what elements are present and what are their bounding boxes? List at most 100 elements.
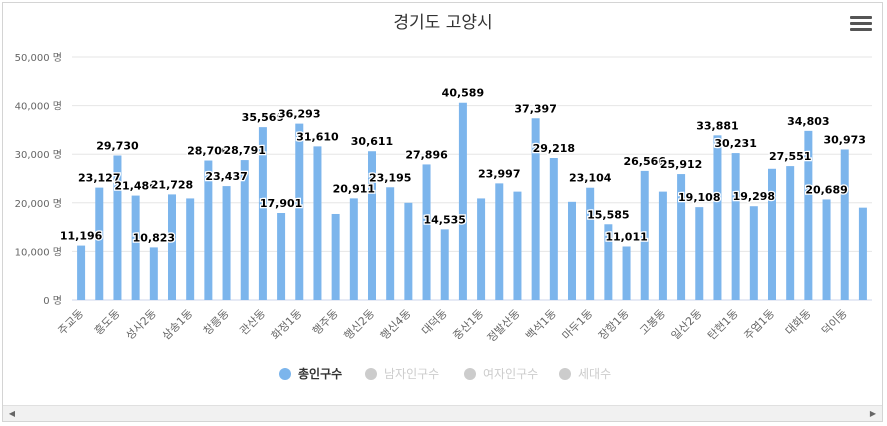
x-tick-label: 마두1동 — [560, 307, 596, 343]
bar — [622, 246, 631, 300]
x-tick-label: 화정1동 — [269, 307, 305, 343]
bar — [368, 151, 376, 300]
bar — [749, 206, 758, 300]
chart-menu-button[interactable] — [850, 16, 872, 36]
data-label: 31,610 — [296, 130, 339, 143]
bar — [858, 207, 867, 300]
bar — [404, 202, 413, 300]
bar — [331, 213, 340, 300]
x-tick-label: 주교동 — [56, 307, 87, 338]
bar — [295, 123, 304, 300]
data-label: 27,551 — [769, 150, 811, 163]
bar — [604, 224, 613, 300]
data-label: 23,104 — [569, 172, 612, 185]
data-label: 20,911 — [333, 182, 375, 195]
chart-title: 경기도 고양시 — [393, 13, 492, 33]
bar — [495, 183, 504, 300]
x-tick-label: 대화동 — [783, 307, 814, 338]
bar — [786, 166, 795, 300]
data-label: 35,569 — [242, 111, 284, 124]
bar — [677, 174, 686, 300]
data-label: 33,881 — [696, 119, 738, 132]
bar — [840, 149, 849, 300]
legend-marker-icon — [279, 368, 291, 380]
x-tick-label: 행신2동 — [342, 307, 378, 343]
bar — [386, 187, 395, 300]
bar — [549, 158, 558, 300]
y-tick-label: 0 명 — [43, 295, 62, 307]
legend-item[interactable]: 세대수 — [559, 367, 611, 381]
bar — [258, 127, 267, 300]
legend-marker-icon — [559, 368, 571, 380]
x-tick-label: 행신4동 — [378, 307, 414, 343]
y-tick-label: 20,000 명 — [15, 198, 62, 210]
bar — [240, 160, 249, 300]
x-tick-label: 장항1동 — [596, 307, 632, 343]
x-tick-label: 대덕동 — [419, 307, 450, 338]
x-tick-label: 관산동 — [237, 307, 268, 338]
data-label: 27,896 — [405, 148, 448, 161]
legend-item[interactable]: 총인구수 — [279, 366, 342, 381]
bar — [568, 201, 576, 300]
x-tick-label: 정발산동 — [485, 307, 523, 345]
y-tick-label: 10,000 명 — [15, 246, 62, 258]
scroll-left-icon[interactable]: ◀ — [8, 409, 16, 418]
bar — [349, 198, 358, 300]
data-label: 21,486 — [114, 180, 157, 193]
bar — [768, 168, 776, 300]
legend-marker-icon — [365, 368, 377, 380]
data-label: 23,437 — [205, 170, 247, 183]
data-label: 20,689 — [805, 183, 847, 196]
legend-item[interactable]: 여자인구수 — [464, 367, 538, 381]
legend-label: 여자인구수 — [483, 367, 538, 381]
bar — [131, 195, 140, 300]
bar — [149, 247, 158, 300]
bar — [531, 118, 540, 300]
data-label: 26,566 — [624, 155, 667, 168]
bar — [477, 198, 486, 300]
bar — [222, 186, 231, 300]
data-label: 23,997 — [478, 167, 520, 180]
hamburger-icon — [850, 28, 872, 31]
hamburger-icon — [850, 16, 872, 19]
x-tick-label: 행주동 — [310, 307, 341, 338]
bar — [513, 191, 522, 300]
horizontal-scrollbar[interactable]: ◀ ▶ — [3, 405, 882, 421]
bar — [586, 187, 595, 300]
x-tick-label: 탄현1동 — [705, 307, 741, 343]
bar — [640, 170, 649, 300]
bar — [458, 102, 467, 300]
data-label: 11,196 — [60, 230, 103, 243]
data-label: 19,108 — [678, 191, 720, 204]
bar — [168, 194, 176, 300]
x-tick-label: 주엽1동 — [742, 307, 778, 343]
bar — [422, 164, 431, 300]
bar — [313, 146, 322, 300]
data-label: 23,195 — [369, 171, 411, 184]
bar — [804, 130, 813, 300]
bar — [731, 153, 740, 300]
data-label: 29,218 — [533, 142, 575, 155]
data-label: 30,231 — [714, 137, 756, 150]
legend-label: 세대수 — [578, 367, 611, 381]
x-tick-label: 중산1동 — [451, 307, 487, 343]
data-label: 30,611 — [351, 135, 393, 148]
scroll-right-icon[interactable]: ▶ — [869, 409, 877, 418]
y-tick-label: 30,000 명 — [15, 149, 62, 161]
legend-label: 총인구수 — [298, 366, 342, 381]
bar — [95, 187, 104, 300]
hamburger-icon — [850, 22, 872, 25]
x-tick-label: 일산2동 — [668, 306, 704, 342]
x-tick-label: 삼송1동 — [160, 307, 196, 343]
bar — [77, 245, 86, 300]
data-label: 17,901 — [260, 197, 302, 210]
bar — [713, 135, 722, 300]
data-label: 34,803 — [787, 115, 829, 128]
data-label: 10,823 — [133, 231, 175, 244]
legend-item[interactable]: 남자인구수 — [365, 367, 439, 381]
bar — [204, 160, 213, 300]
bar — [113, 155, 122, 300]
legend-marker-icon — [464, 368, 476, 380]
x-tick-label: 흥도동 — [91, 306, 122, 337]
